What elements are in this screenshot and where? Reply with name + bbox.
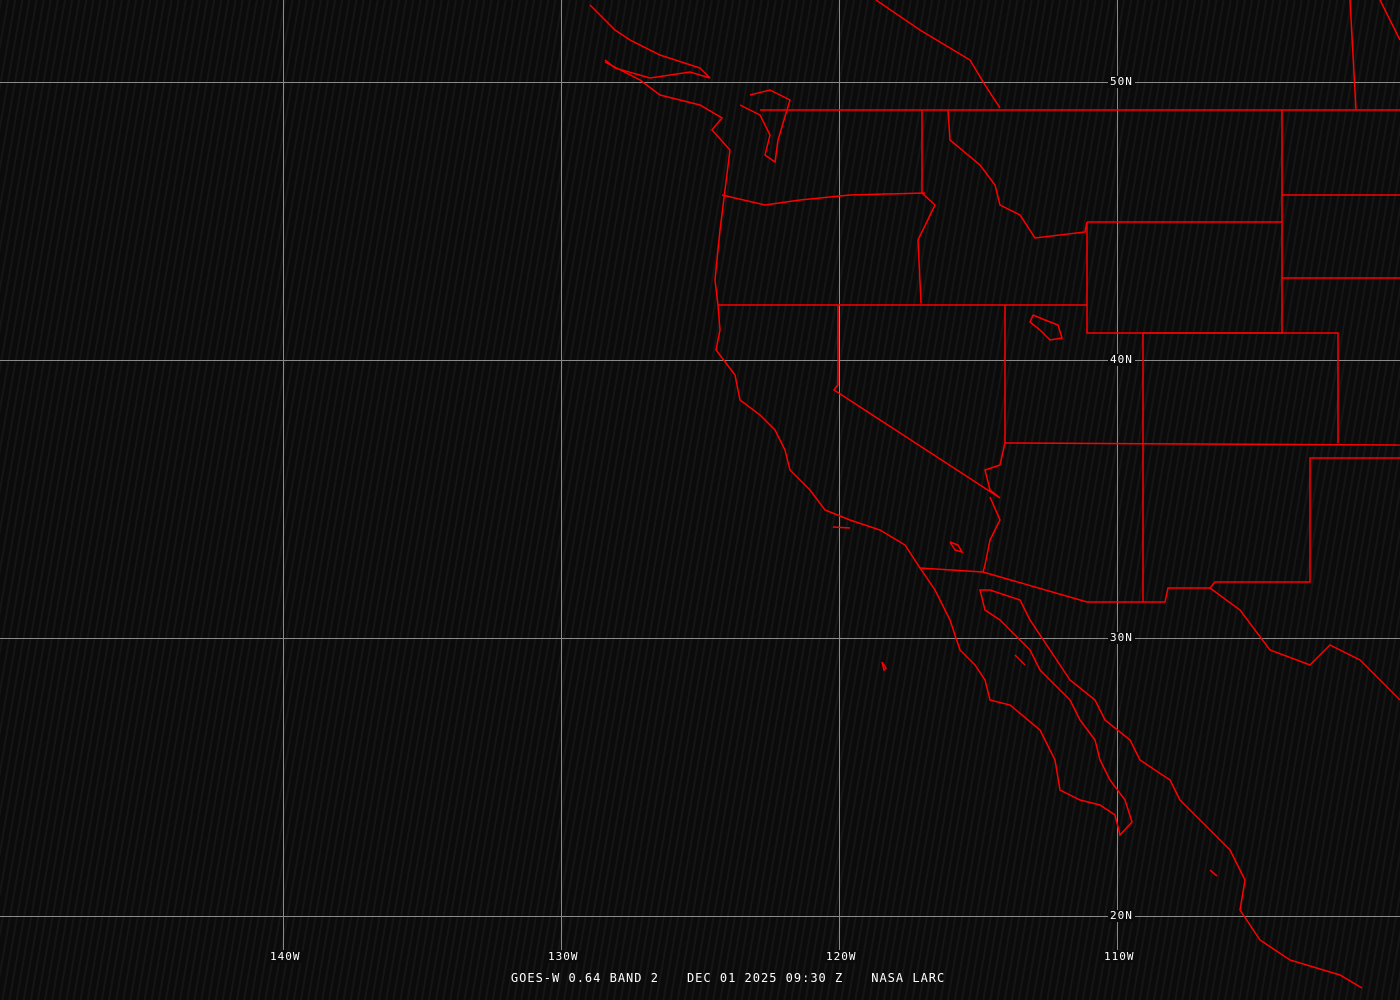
great-salt-lake	[1029, 314, 1063, 341]
image-caption: GOES-W 0.64 BAND 2 DEC 01 2025 09:30 Z NAS…	[478, 957, 973, 999]
islas-marias	[1209, 869, 1218, 877]
salton-sea	[949, 541, 964, 554]
lon-label-120w: 120W	[824, 950, 859, 963]
gulf-islands	[1014, 654, 1026, 666]
lon-label-140w: 140W	[268, 950, 303, 963]
wyoming-border	[1086, 221, 1283, 334]
guadalupe-island	[881, 661, 887, 672]
channel-islands	[832, 526, 851, 529]
wa-id-or-id-border	[917, 110, 936, 304]
datetime-caption: DEC 01 2025 09:30 Z	[686, 971, 844, 985]
lat-label-30n: 30N	[1108, 631, 1135, 644]
nd-mn-border	[1379, 0, 1400, 41]
wa-or-border	[721, 192, 926, 206]
id-mt-border	[947, 109, 1088, 239]
credit-caption: NASA LARC	[871, 971, 946, 985]
lon-label-110w: 110W	[1102, 950, 1137, 963]
political-boundaries	[589, 0, 1400, 989]
vancouver-island	[589, 4, 711, 79]
lon-label-130w: 130W	[546, 950, 581, 963]
puget-sound	[739, 89, 791, 164]
ca-nv-border	[832, 305, 1006, 499]
us-mexico-texas-border	[1209, 587, 1400, 701]
lat-label-50n: 50N	[1108, 75, 1135, 88]
canada-provinces	[875, 0, 1001, 109]
colorado-river	[982, 496, 1001, 573]
satellite-caption: GOES-W 0.64 BAND 2	[510, 971, 659, 985]
lat-label-40n: 40N	[1108, 353, 1135, 366]
west-coastline	[604, 61, 1363, 989]
lat-label-20n: 20N	[1108, 909, 1135, 922]
colorado-border	[1143, 332, 1339, 443]
nd-canada-east	[1349, 0, 1357, 111]
nm-texas-border	[919, 457, 1400, 603]
lat-lon-grid	[0, 0, 1400, 950]
four-corners-line	[1004, 442, 1400, 446]
